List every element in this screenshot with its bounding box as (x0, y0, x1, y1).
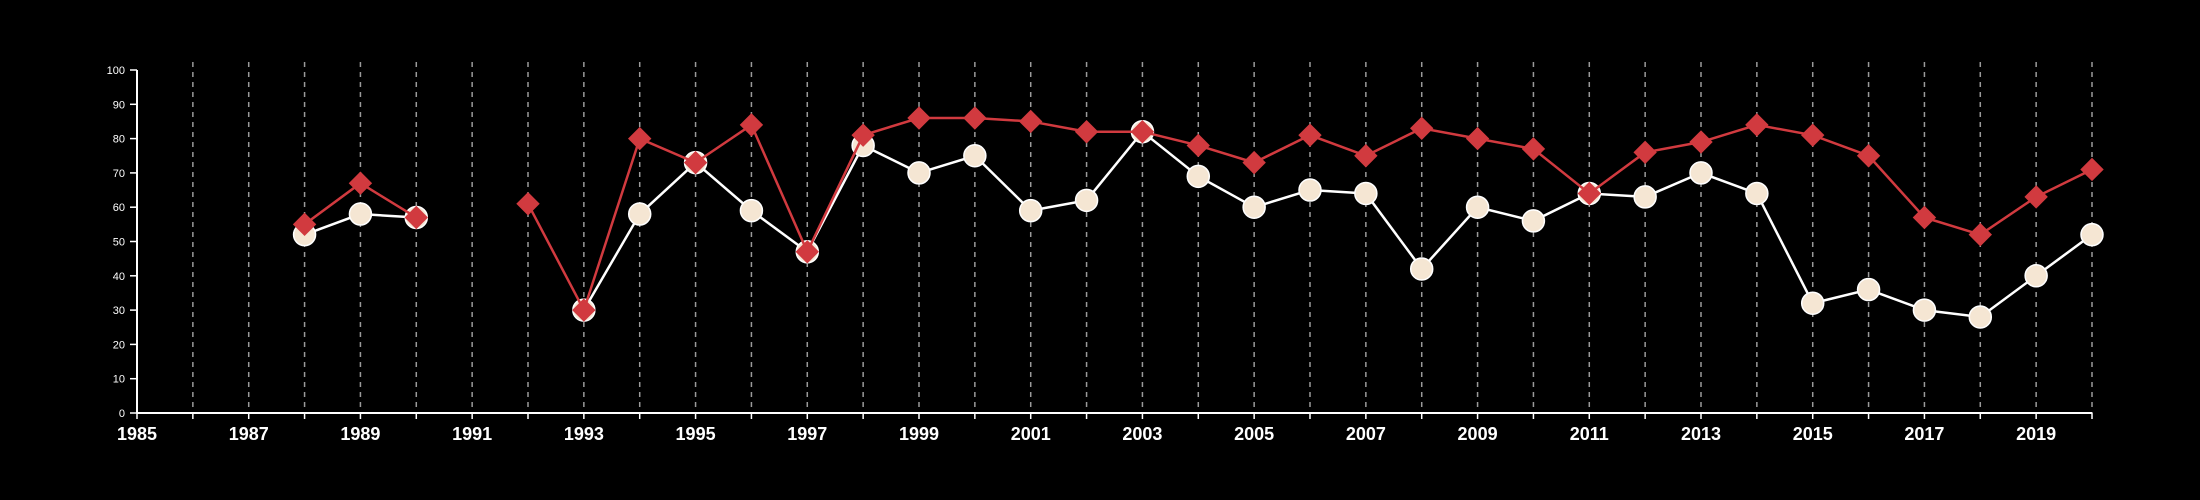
y-tick-label: 50 (113, 237, 125, 249)
series-2-point (1521, 137, 1546, 161)
x-tick-label: 2005 (1234, 424, 1274, 444)
y-tick-label: 70 (113, 168, 125, 180)
series-1-point (1521, 209, 1546, 233)
series-1-point (963, 144, 987, 168)
x-tick-label: 2003 (1122, 424, 1162, 444)
series-2-point (348, 171, 373, 195)
x-tick-label: 1987 (229, 424, 269, 444)
series-2-point (2024, 185, 2048, 209)
x-tick-label: 2015 (1793, 424, 1833, 444)
series-1-point (348, 202, 373, 226)
x-tick-label: 1997 (787, 424, 827, 444)
series-2-point (1801, 123, 1825, 147)
series-2-point (739, 113, 764, 137)
grid-lines (192, 62, 2093, 413)
series-2-point (683, 150, 708, 175)
series-2-point (572, 298, 596, 322)
x-tick-label: 2009 (1458, 424, 1498, 444)
y-tick-label: 80 (113, 134, 125, 146)
x-tick-label: 1995 (676, 424, 716, 444)
series-1-point (1745, 181, 1769, 206)
x-tick-label: 1989 (340, 424, 380, 444)
x-tick-label: 1999 (899, 424, 939, 444)
x-tick-label: 2013 (1681, 424, 1721, 444)
series-2-point (1633, 140, 1657, 165)
series-2-point (1410, 116, 1434, 141)
series-1-point (1856, 277, 1881, 302)
y-tick-label: 20 (113, 339, 125, 351)
series-1-point (739, 198, 764, 223)
series-1-point (1409, 257, 1434, 281)
series-2-point (516, 192, 540, 216)
series-1-point (2024, 264, 2048, 288)
series-2-point (1354, 144, 1378, 168)
series-2-point (1186, 133, 1210, 158)
series-1-point (1298, 178, 1322, 202)
series-2-point (1577, 181, 1601, 206)
series-2-point (1242, 150, 1266, 175)
y-tick-label: 0 (119, 408, 125, 420)
series-2-point (907, 106, 931, 130)
series-2-point (628, 126, 652, 151)
series-2-point (292, 212, 317, 237)
series-1-point (1018, 198, 1043, 223)
series-1-point (1242, 195, 1266, 219)
series-2-point (1968, 222, 1992, 247)
series-1-point (1968, 305, 1993, 329)
series-2-point (1689, 130, 1713, 154)
series-1-point (1074, 188, 1099, 213)
series-2-point (1912, 205, 1937, 230)
series-1-point (1800, 291, 1825, 315)
y-tick-label: 100 (107, 65, 125, 77)
series-1-point (1689, 161, 1713, 185)
series-2-point (1856, 144, 1881, 168)
series-2-point (851, 123, 875, 147)
series-2-point (2080, 157, 2104, 182)
series-2-point (1465, 126, 1490, 151)
series-2-point (1130, 120, 1155, 144)
series-2-point (1019, 109, 1043, 134)
series-2-point (1298, 123, 1322, 147)
x-tick-label: 1985 (117, 424, 157, 444)
series-1-point (1465, 195, 1490, 219)
y-tick-label: 60 (113, 202, 125, 214)
y-tick-label: 90 (113, 99, 125, 111)
series-1-point (907, 161, 931, 185)
x-tick-label: 2019 (2016, 424, 2056, 444)
series-1-point (1354, 181, 1378, 206)
series-2-point (1745, 113, 1769, 137)
y-tick-label: 10 (113, 374, 125, 386)
x-tick-label: 1991 (452, 424, 492, 444)
series-1-line (582, 129, 2093, 319)
series-1-point (1912, 298, 1937, 322)
series-2-point (1074, 120, 1099, 144)
x-tick-label: 2017 (1904, 424, 1944, 444)
x-tick-label: 2001 (1011, 424, 1051, 444)
series-1-point (2080, 222, 2104, 247)
x-tick-label: 1993 (564, 424, 604, 444)
y-tick-label: 30 (113, 305, 125, 317)
series-1-point (1186, 164, 1211, 189)
x-tick-label: 2007 (1346, 424, 1386, 444)
series-1-point (1633, 185, 1657, 209)
series-layer (292, 106, 2104, 329)
axes: 0 10 20 30 40 50 60 70 80 90 100 1985 1987 1989 1991 19… (107, 65, 2093, 444)
series-2-point (963, 106, 987, 130)
y-tick-label: 40 (113, 271, 125, 283)
series-1-point (627, 202, 652, 226)
series-2-point (795, 240, 819, 264)
x-tick-label: 2011 (1570, 424, 1609, 444)
series-2-point (404, 205, 428, 230)
